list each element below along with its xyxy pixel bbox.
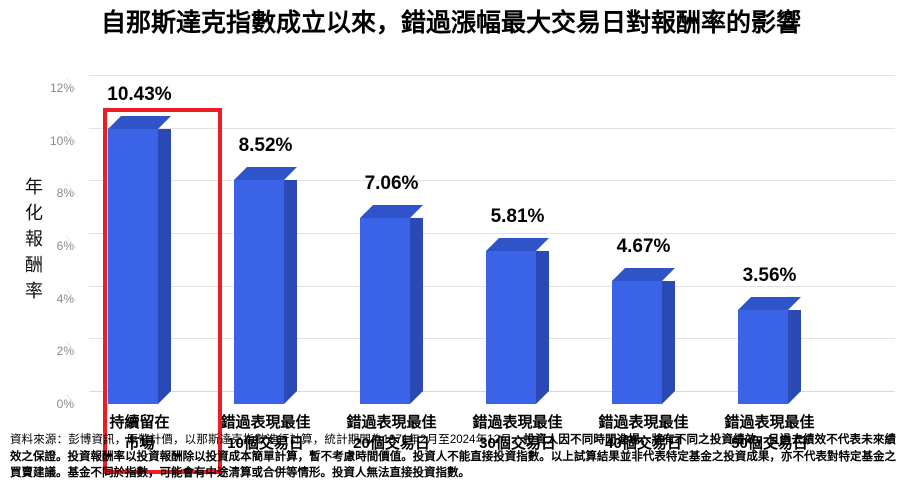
bar-top-face xyxy=(360,205,423,219)
bar-chart: 年化報酬率 0% 2% 4% 6% 8% 10% 12% 10.43% 持續留在市場 8.52%… xyxy=(0,46,902,474)
gridline xyxy=(89,233,895,234)
bar[interactable] xyxy=(486,238,549,404)
bar-side-face xyxy=(284,180,297,404)
bar-side-face xyxy=(536,251,549,404)
bar-top-face xyxy=(486,238,549,252)
plot-area: 10.43% 持續留在市場 8.52% 錯過表現最佳 10個交易日 7.06% 錯過表現最佳… xyxy=(65,46,896,452)
x-axis-category-label: 錯過表現最佳 10個交易日 xyxy=(201,412,330,454)
y-tick-label: 8% xyxy=(56,186,74,201)
y-tick-label: 0% xyxy=(56,397,74,411)
x-axis-category-label: 錯過表現最佳 30個交易日 xyxy=(453,412,582,454)
x-label-line: 30個交易日 xyxy=(479,435,556,452)
footnote-disclaimer: 投資人因不同時間進場，將有不同之投資績效，且過去績效不代表未來績效之保證。投資報… xyxy=(10,434,896,479)
x-label-line: 錯過表現最佳 xyxy=(724,414,815,431)
footnote-source: 資料來源：彭博資訊，原幣計價，以那斯達克指數進行計算，統計期間為1971年2月至… xyxy=(10,434,524,446)
page-title: 自那斯達克指數成立以來，錯過漲幅最大交易日對報酬率的影響 xyxy=(100,9,801,37)
gridline xyxy=(89,127,895,129)
bar[interactable] xyxy=(360,205,423,404)
bar-value-label: 5.81% xyxy=(490,206,545,227)
x-label-line: 錯過表現最佳 xyxy=(472,414,563,431)
x-label-line: 40個交易日 xyxy=(605,435,682,452)
bar-front-face xyxy=(108,129,158,404)
bar-front-face xyxy=(738,310,788,404)
bar-front-face xyxy=(234,179,284,404)
x-axis-category-label: 錯過表現最佳 20個交易日 xyxy=(327,412,456,454)
y-tick-label: 4% xyxy=(56,291,74,306)
bar-side-face xyxy=(788,310,801,404)
x-axis-category-label: 持續留在 市場 xyxy=(75,412,204,454)
bar-value-label: 3.56% xyxy=(742,265,797,287)
bar-top-face xyxy=(612,268,675,282)
y-tick-label: 10% xyxy=(49,133,74,148)
bar[interactable] xyxy=(108,116,171,404)
x-label-line: 20個交易日 xyxy=(353,435,430,452)
bar[interactable] xyxy=(738,297,801,404)
y-axis-title: 年化報酬率 xyxy=(25,177,43,301)
x-label-line: 錯過表現最佳 xyxy=(346,414,437,431)
x-axis-category-label: 錯過表現最佳 50個交易日 xyxy=(705,412,834,454)
bar-front-face xyxy=(360,218,410,404)
y-tick-label: 6% xyxy=(56,239,74,253)
bar-value-label: 8.52% xyxy=(238,134,293,156)
bar-value-label: 4.67% xyxy=(616,236,671,258)
bar-front-face xyxy=(612,281,662,404)
x-label-line: 持續留在 xyxy=(109,414,170,431)
x-axis-category-label: 錯過表現最佳 40個交易日 xyxy=(579,412,708,454)
bar-top-face xyxy=(738,297,801,311)
bar-value-label: 7.06% xyxy=(364,173,419,195)
gridline xyxy=(89,180,895,182)
x-label-line: 10個交易日 xyxy=(227,435,304,452)
footnote: 資料來源：彭博資訊，原幣計價，以那斯達克指數進行計算，統計期間為1971年2月至… xyxy=(10,432,896,482)
gridline xyxy=(89,75,895,76)
bar-top-face xyxy=(234,166,297,180)
bar-value-label: 10.43% xyxy=(107,84,172,106)
x-label-line: 錯過表現最佳 xyxy=(598,414,689,431)
bar[interactable] xyxy=(612,268,675,404)
y-tick-label: 12% xyxy=(49,81,74,95)
bar-side-face xyxy=(662,281,675,404)
bar-side-face xyxy=(158,129,171,404)
bar-side-face xyxy=(410,218,423,404)
y-tick-label: 2% xyxy=(56,344,74,359)
bar-front-face xyxy=(486,251,536,404)
x-label-line: 50個交易日 xyxy=(731,435,808,452)
x-label-line: 錯過表現最佳 xyxy=(220,414,311,431)
bar[interactable] xyxy=(234,166,297,404)
x-label-line: 市場 xyxy=(124,435,155,452)
